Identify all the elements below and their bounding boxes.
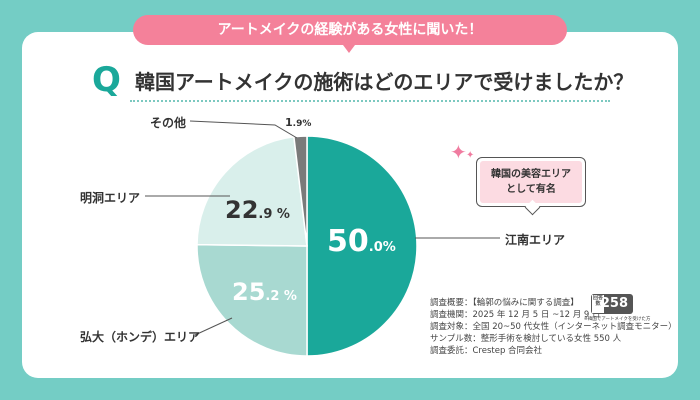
value-gangnam: 50.0% bbox=[327, 224, 396, 259]
survey-info: 調査概要：【輪郭の悩みに関する調査】 調査機関：2025 年 12 月 5 日 … bbox=[430, 297, 677, 357]
q-mark: Q bbox=[92, 60, 121, 100]
badge-label: 回答数 bbox=[592, 295, 604, 313]
callout-bubble: 韓国の美容エリア として有名 bbox=[476, 157, 586, 207]
sparkle-icon: ✦ bbox=[450, 140, 467, 164]
label-gangnam: 江南エリア bbox=[505, 233, 566, 247]
response-count-badge: 回答数 258 bbox=[591, 294, 633, 314]
callout-line1: 韓国の美容エリア bbox=[491, 169, 571, 180]
survey-line: 調査概要：【輪郭の悩みに関する調査】 bbox=[430, 298, 579, 308]
survey-line: 調査機関：2025 年 12 月 5 日 ~12 月 9 日 bbox=[430, 310, 601, 320]
label-myeongdong: 明洞エリア bbox=[80, 191, 141, 205]
value-other: 1.9% bbox=[285, 116, 312, 129]
pie-slice-0 bbox=[306, 135, 418, 357]
callout-line2: として有名 bbox=[506, 184, 556, 195]
survey-line: 調査委託：Crestep 合同会社 bbox=[430, 346, 543, 356]
header-banner: アートメイクの経験がある女性に聞いた！ bbox=[133, 15, 567, 53]
pie-slice-2 bbox=[196, 135, 308, 247]
question-title: 韓国アートメイクの施術はどのエリアで受けましたか？ bbox=[135, 70, 634, 94]
sparkle-icon: ✦ bbox=[466, 150, 475, 161]
dotted-divider bbox=[130, 100, 610, 102]
leader-line-other bbox=[189, 120, 298, 139]
pie-slice-3 bbox=[293, 135, 308, 247]
leader-line-hongdae bbox=[194, 317, 233, 336]
value-hongdae: 25.2 % bbox=[232, 278, 297, 306]
survey-line: 調査対象：全国 20~50 代女性（インターネット調査モニター） bbox=[430, 322, 677, 332]
badge-value: 258 bbox=[600, 296, 628, 311]
badge-note: ※韓国でアートメイクを受けた方 bbox=[584, 317, 651, 322]
survey-line: サンプル数：整形手術を検討している女性 550 人 bbox=[430, 334, 622, 344]
pie-slice-1 bbox=[196, 243, 308, 357]
label-hongdae: 弘大（ホンデ）エリア bbox=[80, 330, 201, 344]
label-other: その他 bbox=[150, 116, 187, 130]
value-myeongdong: 22.9 % bbox=[225, 196, 290, 224]
